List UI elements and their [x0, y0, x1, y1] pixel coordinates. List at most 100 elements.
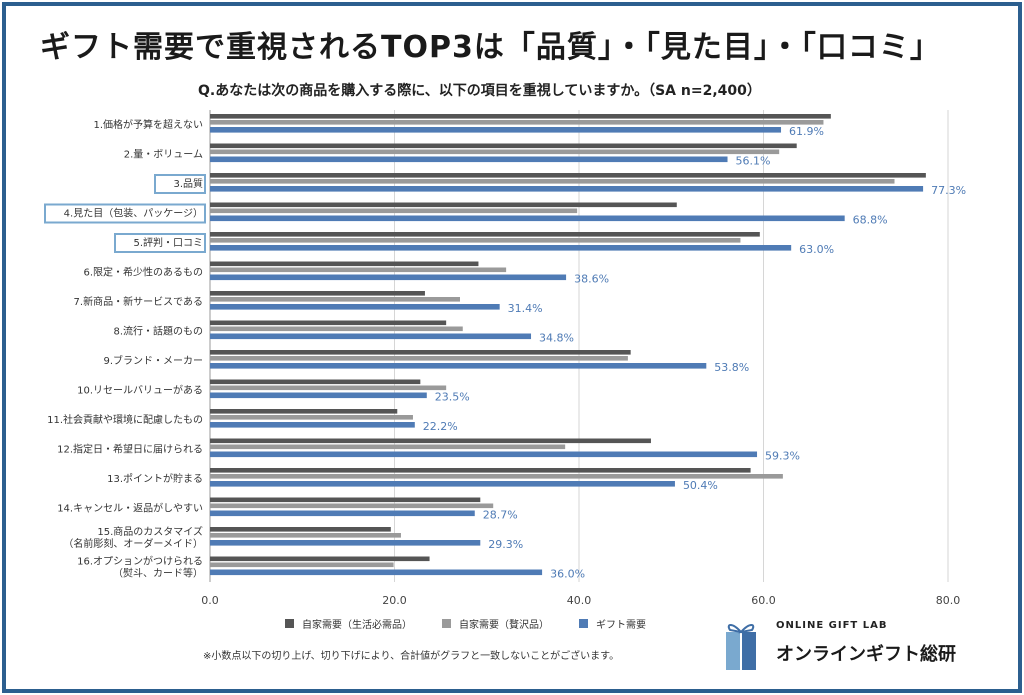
bar-self-daily	[210, 232, 760, 237]
bar-self-daily	[210, 379, 421, 385]
bar-self-luxury	[210, 444, 566, 450]
bar-self-luxury	[210, 415, 413, 420]
bar-self-daily	[210, 114, 831, 119]
legend-label-gift: ギフト需要	[596, 620, 646, 631]
bar-self-daily	[210, 468, 751, 473]
x-tick-label: 40.0	[567, 594, 592, 607]
bar-self-daily	[210, 291, 425, 296]
bar-gift	[210, 304, 500, 310]
bar-gift	[210, 156, 728, 163]
category-label: （名前彫刻、オーダーメイド）	[63, 537, 203, 550]
bar-self-luxury	[210, 326, 463, 332]
gift-data-label: 36.0%	[550, 568, 585, 581]
bar-self-daily	[210, 202, 677, 208]
category-label: 5.評判・口コミ	[133, 236, 203, 249]
bar-gift	[210, 245, 792, 251]
legend-swatch-self-daily	[285, 619, 294, 628]
bar-self-daily	[210, 350, 631, 355]
bar-self-daily	[210, 527, 391, 532]
gift-data-label: 23.5%	[435, 391, 470, 404]
gift-data-label: 59.3%	[765, 450, 800, 463]
bar-self-daily	[210, 409, 398, 414]
category-label: 9.ブランド・メーカー	[103, 354, 203, 367]
bar-gift	[210, 186, 924, 192]
bar-self-daily	[210, 497, 481, 503]
bar-self-luxury	[210, 356, 628, 361]
legend-item-self-luxury: 自家需要（贅沢品）	[442, 616, 549, 631]
legend-item-self-daily: 自家需要（生活必需品）	[285, 616, 412, 631]
bar-self-daily	[210, 556, 430, 562]
bar-gift	[210, 392, 427, 399]
bar-gift	[210, 363, 707, 369]
legend-label-self-daily: 自家需要（生活必需品）	[302, 620, 412, 631]
category-label: 7.新商品・新サービスである	[74, 295, 203, 308]
category-label: 3.品質	[173, 177, 203, 190]
chart-title: ギフト需要で重視されるTOP3は「品質」・「見た目」・「口コミ」	[40, 30, 941, 65]
category-label: 14.キャンセル・返品がしやすい	[57, 502, 203, 515]
bar-gift	[210, 215, 845, 222]
bar-self-luxury	[210, 238, 741, 243]
bar-gift	[210, 422, 415, 428]
gift-data-label: 29.3%	[488, 538, 523, 551]
category-label: 12.指定日・希望日に届けられる	[57, 443, 203, 456]
gift-data-label: 22.2%	[423, 420, 458, 433]
gift-data-label: 31.4%	[508, 302, 543, 315]
bar-self-luxury	[210, 208, 578, 214]
bar-self-luxury	[210, 385, 447, 391]
gift-data-label: 34.8%	[539, 332, 574, 345]
bar-gift	[210, 481, 675, 487]
category-label: 11.社会貢献や環境に配慮したもの	[47, 413, 203, 426]
highlight-box	[114, 233, 206, 253]
gift-data-label: 53.8%	[714, 361, 749, 374]
category-label: 8.流行・話題のもの	[113, 325, 203, 338]
bar-gift	[210, 540, 481, 546]
gift-data-label: 77.3%	[931, 184, 966, 197]
gift-box-logo-icon	[726, 624, 756, 670]
bar-self-luxury	[210, 149, 780, 155]
category-label: 4.見た目（包装、パッケージ）	[64, 207, 203, 220]
legend: 自家需要（生活必需品） 自家需要（贅沢品） ギフト需要	[285, 616, 646, 631]
bar-gift	[210, 451, 758, 458]
gift-data-label: 38.6%	[574, 273, 609, 286]
bar-self-luxury	[210, 120, 824, 125]
bar-gift	[210, 274, 567, 281]
footnote: ※小数点以下の切り上げ、切り下げにより、合計値がグラフと一致しないことがございま…	[203, 651, 620, 662]
category-label: 16.オプションがつけられる	[77, 555, 203, 568]
x-tick-label: 60.0	[751, 594, 776, 607]
x-tick-label: 20.0	[382, 594, 407, 607]
logo-text-ja: オンラインギフト総研	[776, 644, 956, 665]
gift-data-label: 28.7%	[483, 509, 518, 522]
gift-data-label: 56.1%	[736, 155, 771, 168]
bar-self-luxury	[210, 533, 401, 538]
legend-swatch-gift	[579, 619, 588, 628]
gift-data-label: 61.9%	[789, 125, 824, 138]
category-label: 1.価格が予算を超えない	[93, 118, 203, 131]
category-label: （熨斗、カード等）	[113, 567, 203, 580]
category-label: 13.ポイントが貯まる	[107, 472, 203, 485]
category-label: 15.商品のカスタマイズ	[97, 525, 203, 538]
category-label: 6.限定・希少性のあるもの	[83, 266, 203, 279]
bar-self-luxury	[210, 179, 895, 184]
gift-data-label: 63.0%	[799, 243, 834, 256]
highlight-box	[44, 203, 206, 224]
category-label: 10.リセールバリューがある	[77, 384, 203, 397]
bar-self-luxury	[210, 474, 783, 479]
bar-self-luxury	[210, 562, 394, 568]
bar-self-luxury	[210, 267, 507, 273]
bar-self-daily	[210, 173, 926, 178]
x-tick-label: 0.0	[201, 594, 219, 607]
bar-self-daily	[210, 261, 479, 267]
bar-self-luxury	[210, 503, 494, 509]
bar-gift	[210, 569, 543, 576]
bar-self-daily	[210, 438, 651, 444]
legend-swatch-self-luxury	[442, 619, 451, 628]
bar-self-daily	[210, 143, 797, 149]
highlight-box	[154, 174, 206, 194]
bar-self-daily	[210, 320, 447, 326]
bar-gift	[210, 333, 532, 340]
bar-gift	[210, 127, 782, 133]
logo-text-en: ONLINE GIFT LAB	[776, 620, 888, 631]
gift-data-label: 50.4%	[683, 479, 718, 492]
legend-label-self-luxury: 自家需要（贅沢品）	[459, 620, 549, 631]
